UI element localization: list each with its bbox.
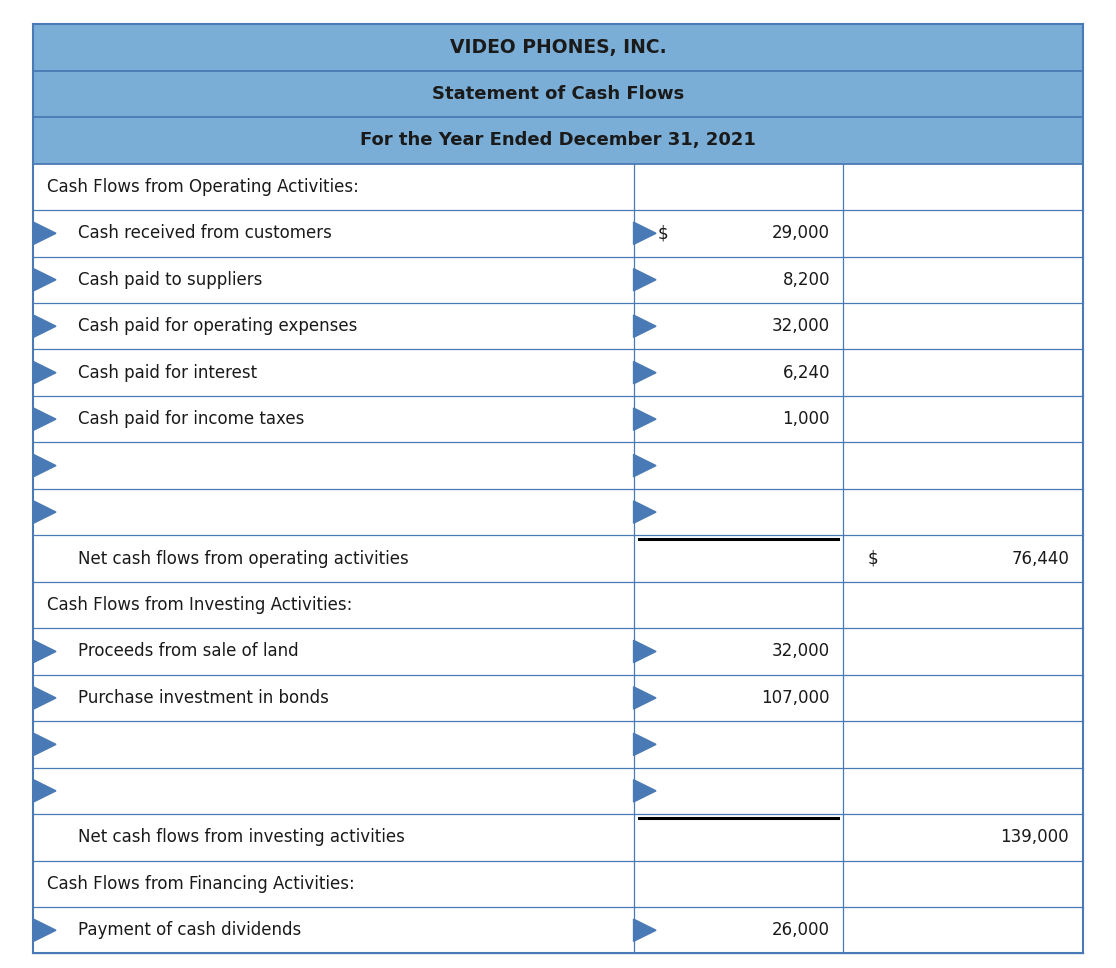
Text: 8,200: 8,200 [782,271,830,288]
Polygon shape [634,919,656,942]
Text: Cash paid for income taxes: Cash paid for income taxes [78,410,305,428]
Text: 32,000: 32,000 [772,643,830,660]
Polygon shape [33,268,56,291]
Polygon shape [33,454,56,477]
Text: Cash Flows from Investing Activities:: Cash Flows from Investing Activities: [47,596,353,614]
Bar [33,71,1083,117]
Bar [33,861,1083,907]
Bar [33,164,1083,210]
Polygon shape [634,686,656,710]
Polygon shape [33,500,56,524]
Text: For the Year Ended December 31, 2021: For the Year Ended December 31, 2021 [360,132,756,149]
Polygon shape [33,733,56,756]
Bar [33,582,1083,628]
Bar [33,814,1083,861]
Polygon shape [33,222,56,245]
Bar [33,675,1083,721]
Bar [33,535,1083,582]
Text: Cash received from customers: Cash received from customers [78,225,331,242]
Text: 6,240: 6,240 [782,364,830,381]
Polygon shape [634,268,656,291]
Text: 26,000: 26,000 [772,922,830,939]
Bar [33,442,1083,489]
Polygon shape [634,640,656,663]
Text: Purchase investment in bonds: Purchase investment in bonds [78,689,329,707]
Text: $: $ [868,550,878,567]
Text: Cash paid for interest: Cash paid for interest [78,364,258,381]
Text: Cash Flows from Operating Activities:: Cash Flows from Operating Activities: [47,178,358,196]
Bar [33,117,1083,164]
Polygon shape [634,779,656,802]
Bar [33,24,1083,71]
Text: Net cash flows from operating activities: Net cash flows from operating activities [78,550,408,567]
Bar [33,210,1083,257]
Bar [33,257,1083,303]
Text: 107,000: 107,000 [761,689,830,707]
Text: Proceeds from sale of land: Proceeds from sale of land [78,643,299,660]
Text: 1,000: 1,000 [782,410,830,428]
Polygon shape [634,733,656,756]
Text: Cash paid for operating expenses: Cash paid for operating expenses [78,318,357,335]
Polygon shape [634,500,656,524]
Text: 32,000: 32,000 [772,318,830,335]
Polygon shape [33,408,56,431]
Text: $: $ [658,225,668,242]
Text: 29,000: 29,000 [772,225,830,242]
Polygon shape [634,454,656,477]
Polygon shape [33,315,56,338]
Polygon shape [33,686,56,710]
Text: 139,000: 139,000 [1001,829,1069,846]
Polygon shape [33,640,56,663]
Polygon shape [33,779,56,802]
Polygon shape [33,361,56,384]
Bar [33,349,1083,396]
Bar [33,721,1083,768]
Polygon shape [634,315,656,338]
Bar [33,489,1083,535]
Bar [33,303,1083,349]
Polygon shape [634,361,656,384]
Bar [33,768,1083,814]
Polygon shape [634,408,656,431]
Text: Cash paid to suppliers: Cash paid to suppliers [78,271,262,288]
Text: Net cash flows from investing activities: Net cash flows from investing activities [78,829,405,846]
Text: VIDEO PHONES, INC.: VIDEO PHONES, INC. [450,38,666,57]
Text: Payment of cash dividends: Payment of cash dividends [78,922,301,939]
Bar [33,907,1083,953]
Text: Cash Flows from Financing Activities:: Cash Flows from Financing Activities: [47,875,355,892]
Text: Statement of Cash Flows: Statement of Cash Flows [432,85,684,103]
Text: 76,440: 76,440 [1011,550,1069,567]
Bar [33,628,1083,675]
Polygon shape [634,222,656,245]
Bar [33,396,1083,442]
Polygon shape [33,919,56,942]
